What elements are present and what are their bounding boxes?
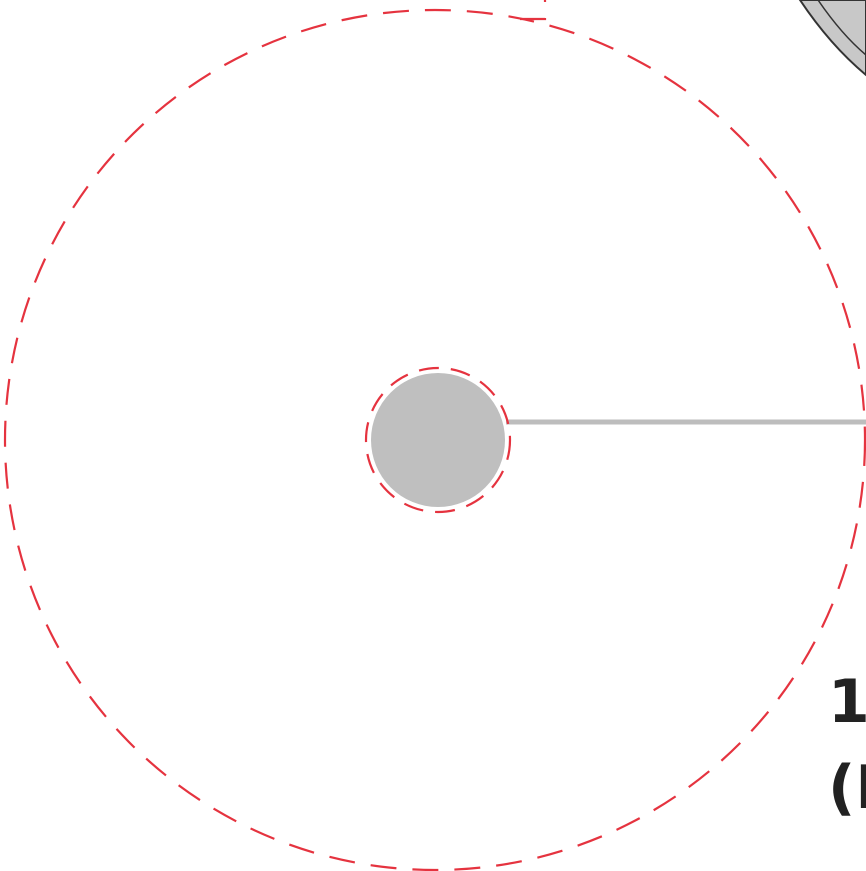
- outer-dashed-circle: [4, 9, 866, 871]
- inner-dashed-circle: [364, 366, 512, 514]
- label-line-2: (I: [828, 753, 866, 823]
- center-hub: [371, 373, 505, 507]
- wheel-rim: [798, 0, 866, 77]
- wheel-rim-inner: [817, 0, 866, 56]
- top-notch: [520, 0, 547, 21]
- label-line-1: 1: [828, 667, 866, 737]
- wheel-edge: [798, 0, 866, 77]
